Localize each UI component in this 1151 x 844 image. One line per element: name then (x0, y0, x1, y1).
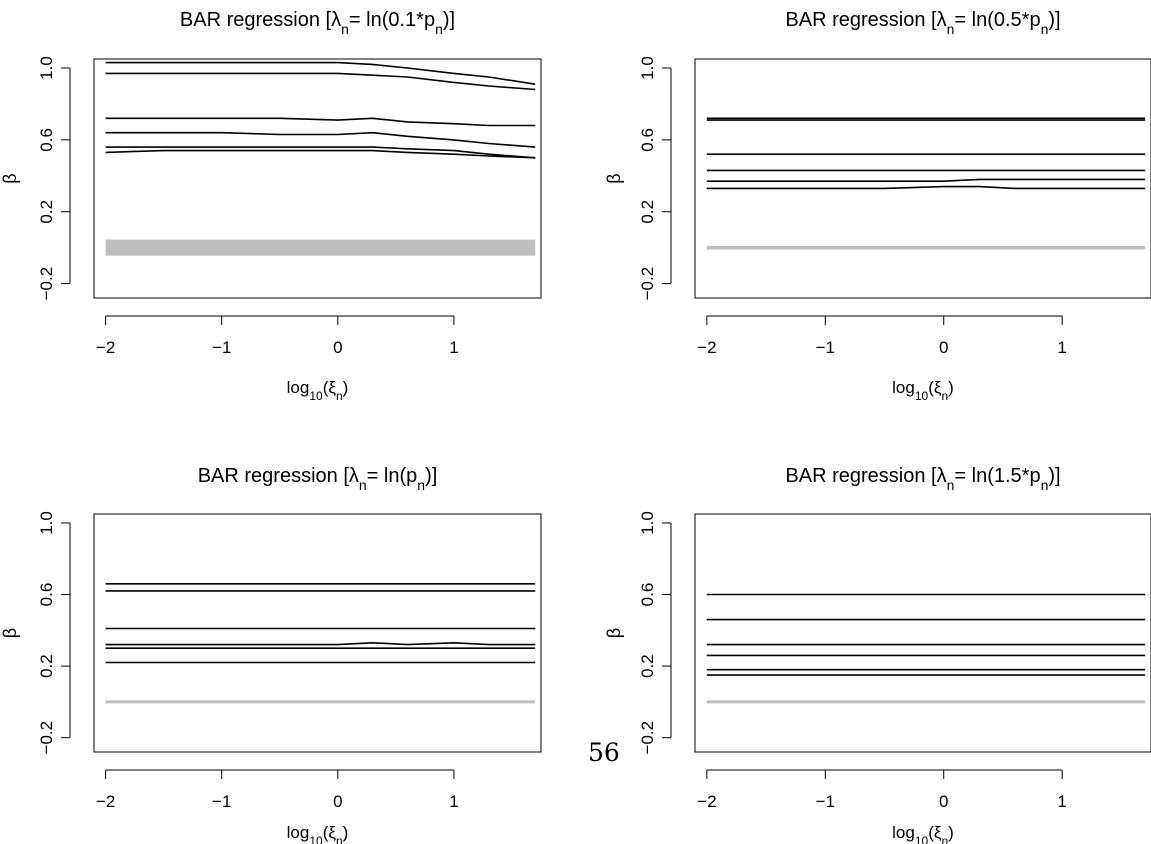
y-tick-label: −0.2 (638, 267, 657, 301)
x-tick-label: −2 (96, 338, 115, 357)
x-axis-label: log10(ξn) (892, 378, 954, 403)
y-tick-label: 1.0 (37, 511, 56, 535)
y-tick-label: 0.2 (638, 200, 657, 224)
x-tick-label: 0 (939, 338, 948, 357)
chart-panel-4: BAR regression [λn= ln(1.5*pn)] −2 −1 0 1 log… (604, 465, 1151, 844)
y-axis-label: β (604, 173, 624, 183)
plot-frame (93, 58, 542, 299)
x-tick-label: 1 (449, 338, 458, 357)
series-line-2 (105, 72, 536, 91)
y-tick-label: −0.2 (638, 721, 657, 755)
x-tick-label: 0 (333, 338, 342, 357)
series-line-3 (105, 117, 536, 127)
chart-panel-2: BAR regression [λn= ln(0.5*pn)] −2 −1 0 1 log… (604, 9, 1151, 403)
y-tick-label: 0.2 (37, 200, 56, 224)
y-axis: −0.2 0.2 0.6 1.0 (37, 511, 71, 755)
y-axis: −0.2 0.2 0.6 1.0 (37, 56, 71, 301)
x-axis: −2 −1 0 1 (96, 315, 459, 357)
series-group (105, 61, 536, 256)
series-line-6 (105, 149, 536, 159)
series-line-5 (105, 146, 536, 159)
plot-frame (694, 513, 1151, 753)
x-tick-label: −2 (96, 792, 115, 811)
chart-panel-3: BAR regression [λn= ln(pn)] −2 −1 0 1 log10(ξ… (0, 465, 542, 844)
x-axis: −2 −1 0 1 (697, 315, 1067, 357)
series-line-1 (105, 61, 536, 85)
x-tick-label: −1 (816, 338, 835, 357)
series-line-4 (105, 131, 536, 148)
y-tick-label: 0.6 (638, 583, 657, 607)
series-line-5 (706, 178, 1146, 182)
chart-title: BAR regression [λn= ln(0.1*pn)] (180, 9, 455, 37)
series-group (105, 582, 536, 704)
x-tick-label: −2 (697, 338, 716, 357)
y-tick-label: 1.0 (37, 56, 56, 80)
y-tick-label: 0.2 (37, 654, 56, 678)
series-line-6 (706, 185, 1146, 190)
x-axis-label: log10(ξn) (287, 378, 349, 403)
plot-frame (93, 513, 542, 753)
x-tick-label: 0 (939, 792, 948, 811)
chart-title: BAR regression [λn= ln(0.5*pn)] (785, 9, 1060, 37)
y-tick-label: 0.6 (37, 128, 56, 152)
y-tick-label: 0.2 (638, 654, 657, 678)
chart-title: BAR regression [λn= ln(pn)] (198, 465, 438, 493)
x-tick-label: −1 (212, 792, 231, 811)
y-tick-label: 1.0 (638, 56, 657, 80)
y-axis-label: β (0, 628, 20, 638)
y-axis-label: β (0, 173, 20, 183)
x-axis: −2 −1 0 1 (96, 769, 459, 811)
plot-frame (694, 58, 1151, 299)
y-tick-label: 0.6 (638, 128, 657, 152)
x-tick-label: 1 (1057, 338, 1066, 357)
x-tick-label: −1 (816, 792, 835, 811)
x-axis-label: log10(ξn) (287, 823, 349, 844)
x-tick-label: −2 (697, 792, 716, 811)
y-axis: −0.2 0.2 0.6 1.0 (638, 56, 672, 301)
y-tick-label: 1.0 (638, 511, 657, 535)
series-line-4 (105, 641, 536, 646)
x-tick-label: 0 (333, 792, 342, 811)
chart-title: BAR regression [λn= ln(1.5*pn)] (785, 465, 1060, 493)
series-group (706, 593, 1146, 704)
x-tick-label: 1 (449, 792, 458, 811)
series-group (706, 117, 1146, 250)
x-axis-label: log10(ξn) (892, 823, 954, 844)
y-tick-label: −0.2 (37, 721, 56, 755)
y-axis: −0.2 0.2 0.6 1.0 (638, 511, 672, 755)
x-tick-label: 1 (1057, 792, 1066, 811)
x-axis: −2 −1 0 1 (697, 769, 1067, 811)
page-number: 56 (588, 738, 620, 767)
x-tick-label: −1 (212, 338, 231, 357)
y-axis-label: β (604, 628, 624, 638)
y-tick-label: 0.6 (37, 583, 56, 607)
chart-panel-1: BAR regression [λn= ln(0.1*pn)] −2 −1 0 1 log… (0, 9, 542, 403)
y-tick-label: −0.2 (37, 267, 56, 301)
